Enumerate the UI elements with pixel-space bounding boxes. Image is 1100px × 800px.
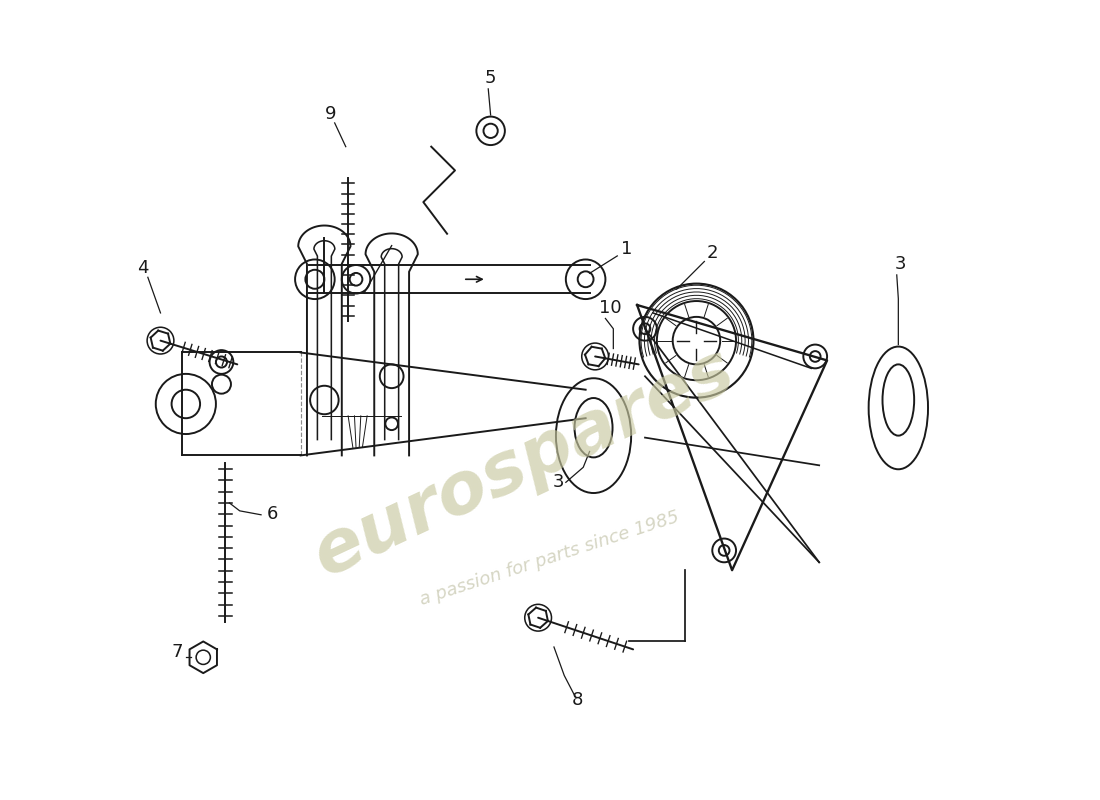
Text: 6: 6	[266, 505, 278, 522]
Text: eurospares: eurospares	[302, 335, 746, 591]
Text: 1: 1	[621, 239, 632, 258]
Text: 7: 7	[172, 643, 183, 662]
Text: 8: 8	[572, 690, 583, 709]
Text: 3: 3	[552, 473, 564, 491]
Text: a passion for parts since 1985: a passion for parts since 1985	[418, 508, 682, 609]
Text: 2: 2	[706, 243, 718, 262]
Text: 10: 10	[600, 299, 621, 317]
Text: 4: 4	[136, 259, 149, 278]
Text: 5: 5	[484, 70, 496, 87]
Text: 9: 9	[326, 105, 337, 123]
Text: 3: 3	[894, 255, 906, 274]
